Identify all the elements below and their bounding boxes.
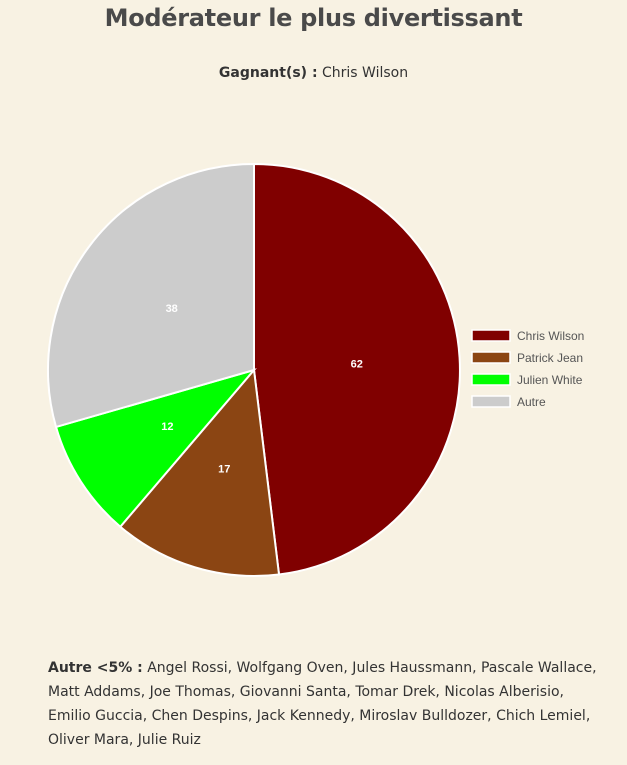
- pie-chart: 62 17 12 38 Chris Wilson Patrick Jean Julien …: [47, 162, 584, 577]
- pie-slice-chris-wilson: [253, 162, 461, 576]
- legend-label: Chris Wilson: [517, 329, 584, 343]
- others-label: Autre <5% :: [48, 660, 143, 676]
- pie-value-label: 38: [166, 303, 178, 315]
- legend-swatch: [471, 351, 511, 364]
- legend-label: Patrick Jean: [517, 351, 583, 365]
- legend-swatch: [471, 395, 511, 408]
- pie-slice-patrick-jean: [118, 367, 281, 577]
- winner-value: Chris Wilson: [322, 65, 409, 81]
- pie-value-label: 62: [351, 359, 363, 371]
- legend-swatch: [471, 373, 511, 386]
- chart-legend: Chris Wilson Patrick Jean Julien White Autr…: [471, 329, 584, 409]
- pie-value-label: 12: [161, 421, 173, 433]
- pie-slice-labels: 62 17 12 38: [161, 303, 363, 476]
- pie-value-label: 17: [218, 464, 230, 476]
- others-value: Angel Rossi, Wolfgang Oven, Jules Haussm…: [48, 660, 597, 748]
- pie-slice-autre: [47, 162, 255, 429]
- pie-slices: [47, 162, 461, 577]
- others-list: Autre <5% : Angel Rossi, Wolfgang Oven, …: [48, 656, 608, 752]
- legend-swatch: [471, 329, 511, 342]
- winner-line: Gagnant(s) : Chris Wilson: [0, 65, 627, 81]
- page-title: Modérateur le plus divertissant: [104, 4, 523, 32]
- winner-label: Gagnant(s) :: [218, 65, 318, 81]
- legend-label: Julien White: [517, 373, 583, 387]
- legend-label: Autre: [517, 395, 546, 409]
- pie-slice-julien-white: [54, 368, 257, 529]
